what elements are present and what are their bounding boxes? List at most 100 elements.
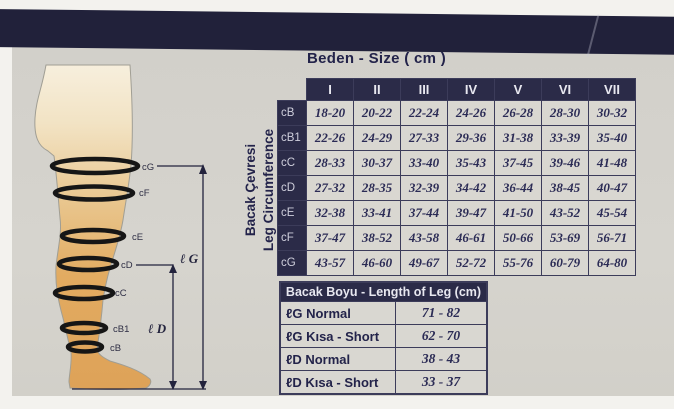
length-row-label: ℓG Normal — [279, 301, 396, 325]
size-cell: 26-28 — [494, 100, 542, 126]
size-cell: 27-32 — [306, 175, 354, 201]
size-col-header: IV — [447, 78, 495, 101]
size-table-body: cB 18-20 20-22 22-24 24-26 26-28 28-30 30-32 cB1… — [277, 100, 636, 276]
length-table: Bacak Boyu - Length of Leg (cm) ℓG Norma… — [279, 281, 488, 395]
measurement-arrowheads — [169, 164, 207, 390]
side-label-turkish: Bacak Çevresi — [243, 143, 258, 237]
size-cell: 39-47 — [447, 200, 495, 226]
length-label-lD: ℓ D — [148, 321, 167, 336]
band-cE — [59, 227, 127, 245]
band-label-cB: cB — [110, 343, 121, 354]
size-cell: 37-47 — [306, 225, 354, 251]
band-cB1 — [59, 320, 109, 336]
size-table-row: cB 18-20 20-22 22-24 24-26 26-28 28-30 30-32 — [277, 100, 636, 126]
size-row-label: cE — [277, 200, 307, 226]
size-cell: 33-41 — [353, 200, 401, 226]
size-cell: 43-57 — [306, 250, 354, 276]
size-cell: 41-48 — [588, 150, 636, 176]
length-row-label: ℓD Normal — [279, 347, 396, 371]
size-cell: 24-29 — [353, 125, 401, 151]
size-row-label: cF — [277, 225, 307, 251]
length-table-header-row: Bacak Boyu - Length of Leg (cm) — [280, 282, 487, 302]
length-table-row: ℓD Kısa - Short 33 - 37 — [279, 370, 488, 395]
leg-illustration: cG cF cE cD cC cB1 cB ℓ G ℓ D — [34, 64, 207, 390]
photo-crease — [586, 14, 600, 58]
length-row-value: 71 - 82 — [395, 301, 488, 325]
band-cB — [65, 340, 105, 354]
size-col-header: II — [353, 78, 401, 101]
size-row-label: cG — [277, 250, 307, 276]
size-cell: 40-47 — [588, 175, 636, 201]
size-cell: 30-32 — [588, 100, 636, 126]
size-row-label: cB1 — [277, 125, 307, 151]
band-cF — [52, 184, 136, 202]
size-cell: 60-79 — [541, 250, 589, 276]
size-cell: 24-26 — [447, 100, 495, 126]
size-cell: 38-45 — [541, 175, 589, 201]
size-table-title: Beden - Size ( cm ) — [307, 50, 447, 67]
size-cell: 45-54 — [588, 200, 636, 226]
size-table-row: cC 28-33 30-37 33-40 35-43 37-45 39-46 41-48 — [277, 150, 636, 176]
band-label-cD: cD — [121, 260, 133, 271]
size-cell: 36-44 — [494, 175, 542, 201]
band-cG — [49, 156, 141, 176]
length-row-value: 62 - 70 — [395, 324, 488, 348]
length-row-label: ℓG Kısa - Short — [279, 324, 396, 348]
size-col-header: VII — [588, 78, 636, 101]
length-table-row: ℓG Kısa - Short 62 - 70 — [279, 324, 488, 348]
band-label-cC: cC — [115, 288, 127, 299]
size-row-label: cD — [277, 175, 307, 201]
size-cell: 29-36 — [447, 125, 495, 151]
size-cell: 30-37 — [353, 150, 401, 176]
top-navy-bar — [0, 9, 674, 58]
size-cell: 37-44 — [400, 200, 448, 226]
length-table-row: ℓG Normal 71 - 82 — [279, 301, 488, 325]
size-cell: 64-80 — [588, 250, 636, 276]
length-row-value: 33 - 37 — [395, 370, 488, 395]
size-cell: 20-22 — [353, 100, 401, 126]
length-table-title: Bacak Boyu - Length of Leg (cm) — [280, 282, 487, 302]
size-col-header: III — [400, 78, 448, 101]
size-cell: 28-33 — [306, 150, 354, 176]
size-cell: 35-43 — [447, 150, 495, 176]
size-cell: 39-46 — [541, 150, 589, 176]
size-row-label: cC — [277, 150, 307, 176]
size-cell: 56-71 — [588, 225, 636, 251]
size-cell: 55-76 — [494, 250, 542, 276]
size-cell: 22-24 — [400, 100, 448, 126]
size-col-header: V — [494, 78, 542, 101]
size-cell: 33-39 — [541, 125, 589, 151]
band-cC — [52, 284, 116, 302]
size-cell: 32-38 — [306, 200, 354, 226]
size-cell: 37-45 — [494, 150, 542, 176]
size-cell: 34-42 — [447, 175, 495, 201]
circumference-bands — [49, 156, 141, 354]
band-cD — [56, 255, 120, 273]
size-table-row: cB1 22-26 24-29 27-33 29-36 31-38 33-39 35-40 — [277, 125, 636, 151]
length-label-lG: ℓ G — [180, 251, 199, 266]
size-cell: 28-30 — [541, 100, 589, 126]
size-cell: 32-39 — [400, 175, 448, 201]
size-table-corner — [278, 79, 307, 101]
band-label-cG: cG — [142, 162, 154, 173]
length-table-row: ℓD Normal 38 - 43 — [279, 347, 488, 371]
size-col-header: VI — [541, 78, 589, 101]
length-table-body: ℓG Normal 71 - 82 ℓG Kısa - Short 62 - 70 ℓD… — [279, 301, 488, 395]
size-cell: 28-35 — [353, 175, 401, 201]
size-cell: 27-33 — [400, 125, 448, 151]
size-table-row: cF 37-47 38-52 43-58 46-61 50-66 53-69 56-71 — [277, 225, 636, 251]
size-cell: 43-58 — [400, 225, 448, 251]
size-cell: 52-72 — [447, 250, 495, 276]
length-row-value: 38 - 43 — [395, 347, 488, 371]
size-table-row: cD 27-32 28-35 32-39 34-42 36-44 38-45 40-47 — [277, 175, 636, 201]
size-cell: 43-52 — [541, 200, 589, 226]
size-cell: 38-52 — [353, 225, 401, 251]
side-label-english: Leg Circumference — [261, 128, 276, 252]
size-row-label: cB — [277, 100, 307, 126]
size-table: I II III IV V VI VII cB 18-20 20-22 22-24 24-26 26-… — [277, 78, 636, 276]
leg-circumference-side-label: Bacak Çevresi Leg Circumference — [242, 95, 280, 285]
size-table-header-row: I II III IV V VI VII — [278, 78, 636, 101]
size-table-row: cE 32-38 33-41 37-44 39-47 41-50 43-52 45-54 — [277, 200, 636, 226]
size-cell: 49-67 — [400, 250, 448, 276]
size-cell: 22-26 — [306, 125, 354, 151]
